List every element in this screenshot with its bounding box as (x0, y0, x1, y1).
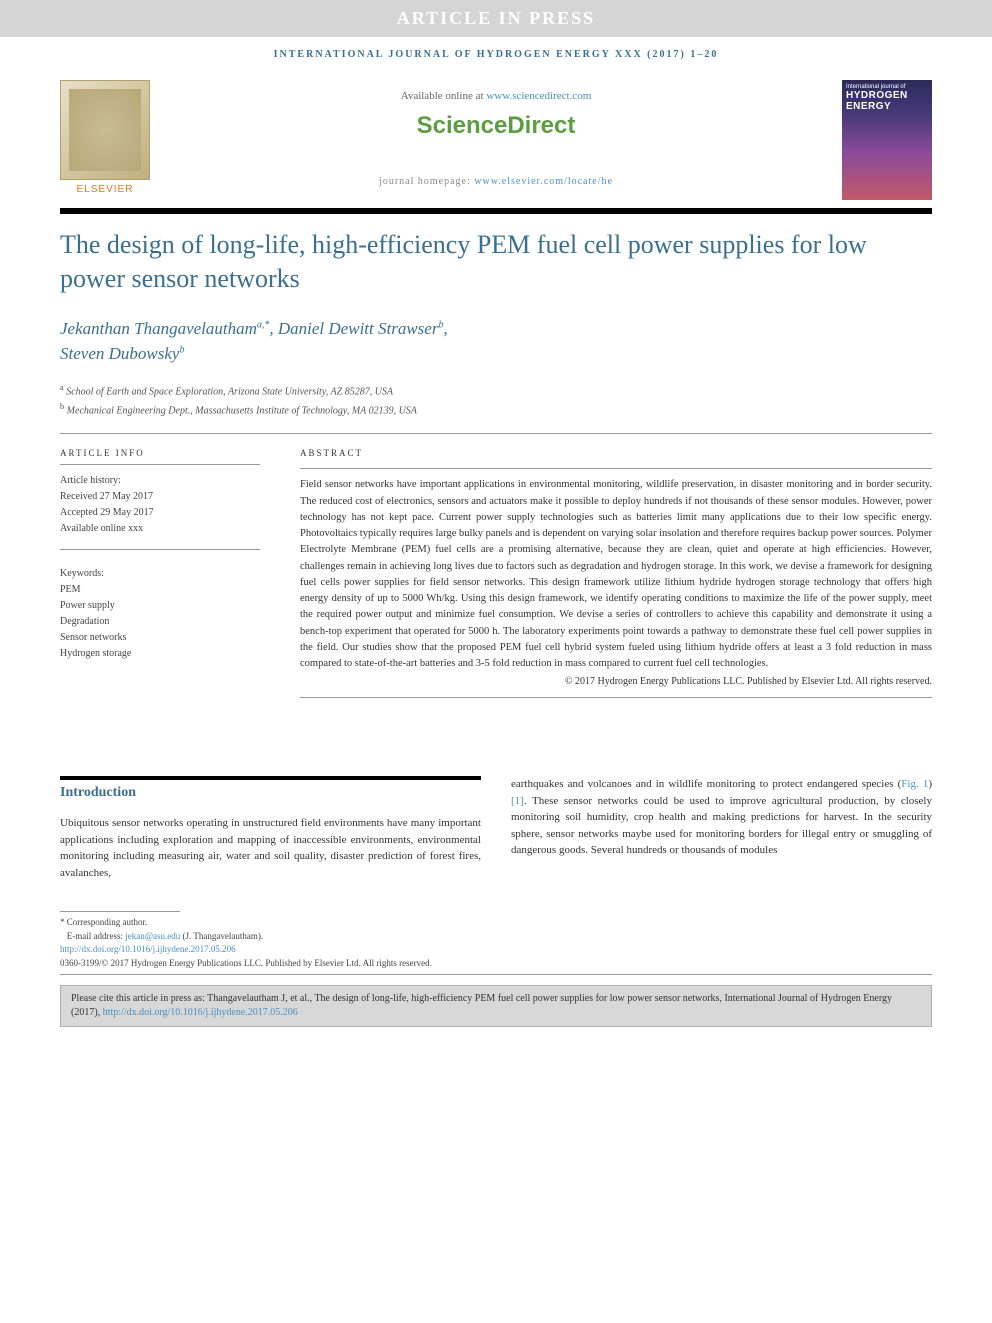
keyword: Sensor networks (60, 630, 260, 646)
elsevier-tree-logo (60, 80, 150, 180)
doi-link[interactable]: http://dx.doi.org/10.1016/j.ijhydene.201… (60, 944, 236, 954)
footnote-rule (60, 911, 180, 912)
author-2-name: Daniel Dewitt Strawser (278, 319, 439, 338)
affiliation-b: b Mechanical Engineering Dept., Massachu… (60, 400, 932, 419)
article-info-column: ARTICLE INFO Article history: Received 2… (60, 448, 260, 706)
author-1-name: Jekanthan Thangavelautham (60, 319, 257, 338)
affiliation-a: a School of Earth and Space Exploration,… (60, 381, 932, 400)
author-3-name: Steven Dubowsky (60, 344, 179, 363)
section-rule (60, 776, 481, 780)
abstract-column: ABSTRACT Field sensor networks have impo… (300, 448, 932, 706)
body-columns: Introduction Ubiquitous sensor networks … (60, 776, 932, 881)
footnotes: * Corresponding author. E-mail address: … (60, 911, 932, 975)
author-1-sup: a,* (257, 319, 270, 330)
authors-line: Jekanthan Thangavelauthama,*, Daniel Dew… (60, 316, 932, 367)
journal-homepage-line: journal homepage: www.elsevier.com/locat… (170, 176, 822, 187)
intro-para-1: Ubiquitous sensor networks operating in … (60, 815, 481, 881)
history-label: Article history: (60, 473, 260, 489)
journal-citation-line: INTERNATIONAL JOURNAL OF HYDROGEN ENERGY… (60, 49, 932, 60)
article-in-press-banner: ARTICLE IN PRESS (0, 0, 992, 37)
citation-box: Please cite this article in press as: Th… (60, 985, 932, 1027)
keyword: Power supply (60, 598, 260, 614)
body-column-left: Introduction Ubiquitous sensor networks … (60, 776, 481, 881)
keyword: Hydrogen storage (60, 646, 260, 662)
homepage-link[interactable]: www.elsevier.com/locate/he (474, 176, 613, 187)
keyword: PEM (60, 582, 260, 598)
page-content: INTERNATIONAL JOURNAL OF HYDROGEN ENERGY… (0, 49, 992, 1057)
body-column-right: earthquakes and volcanoes and in wildlif… (511, 776, 932, 881)
author-3-sup: b (179, 344, 184, 355)
abstract-copyright: © 2017 Hydrogen Energy Publications LLC.… (300, 676, 932, 687)
intro-para-2: earthquakes and volcanoes and in wildlif… (511, 776, 932, 859)
available-online-line: Available online at www.sciencedirect.co… (170, 90, 822, 102)
abstract-text: Field sensor networks have important app… (300, 477, 932, 672)
header-center: Available online at www.sciencedirect.co… (170, 80, 822, 187)
author-2-sup: b (438, 319, 443, 330)
title-rule (60, 208, 932, 214)
figure-1-link[interactable]: Fig. 1 (901, 778, 928, 790)
divider (60, 974, 932, 975)
journal-cover-thumbnail: International journal of HYDROGEN ENERGY (842, 80, 932, 200)
sciencedirect-logo: ScienceDirect (170, 112, 822, 140)
divider (300, 468, 932, 469)
divider (60, 433, 932, 434)
article-info-heading: ARTICLE INFO (60, 448, 260, 458)
corresponding-author-note: * Corresponding author. (60, 916, 932, 930)
header-row: ELSEVIER Available online at www.science… (60, 80, 932, 200)
article-title: The design of long-life, high-efficiency… (60, 228, 932, 296)
keywords-block: Keywords: PEM Power supply Degradation S… (60, 566, 260, 662)
keyword: Degradation (60, 614, 260, 630)
citation-doi-link[interactable]: http://dx.doi.org/10.1016/j.ijhydene.201… (103, 1007, 298, 1018)
email-line: E-mail address: jekan@asu.edu (J. Thanga… (60, 930, 932, 944)
homepage-label: journal homepage: (379, 176, 474, 187)
cover-title: HYDROGEN ENERGY (846, 90, 928, 112)
accepted-date: Accepted 29 May 2017 (60, 505, 260, 521)
available-text: Available online at (401, 90, 487, 102)
divider (60, 464, 260, 465)
divider (300, 697, 932, 698)
issn-copyright-line: 0360-3199/© 2017 Hydrogen Energy Publica… (60, 957, 932, 971)
info-abstract-row: ARTICLE INFO Article history: Received 2… (60, 448, 932, 706)
affiliations: a School of Earth and Space Exploration,… (60, 381, 932, 420)
email-link[interactable]: jekan@asu.edu (125, 931, 180, 941)
ref-1-link[interactable]: [1] (511, 795, 524, 807)
elsevier-block: ELSEVIER (60, 80, 150, 195)
sciencedirect-link[interactable]: www.sciencedirect.com (486, 90, 591, 102)
divider (60, 549, 260, 550)
elsevier-wordmark: ELSEVIER (60, 184, 150, 195)
keywords-label: Keywords: (60, 566, 260, 582)
abstract-heading: ABSTRACT (300, 448, 932, 458)
available-date: Available online xxx (60, 521, 260, 537)
received-date: Received 27 May 2017 (60, 489, 260, 505)
section-heading-introduction: Introduction (60, 782, 481, 803)
